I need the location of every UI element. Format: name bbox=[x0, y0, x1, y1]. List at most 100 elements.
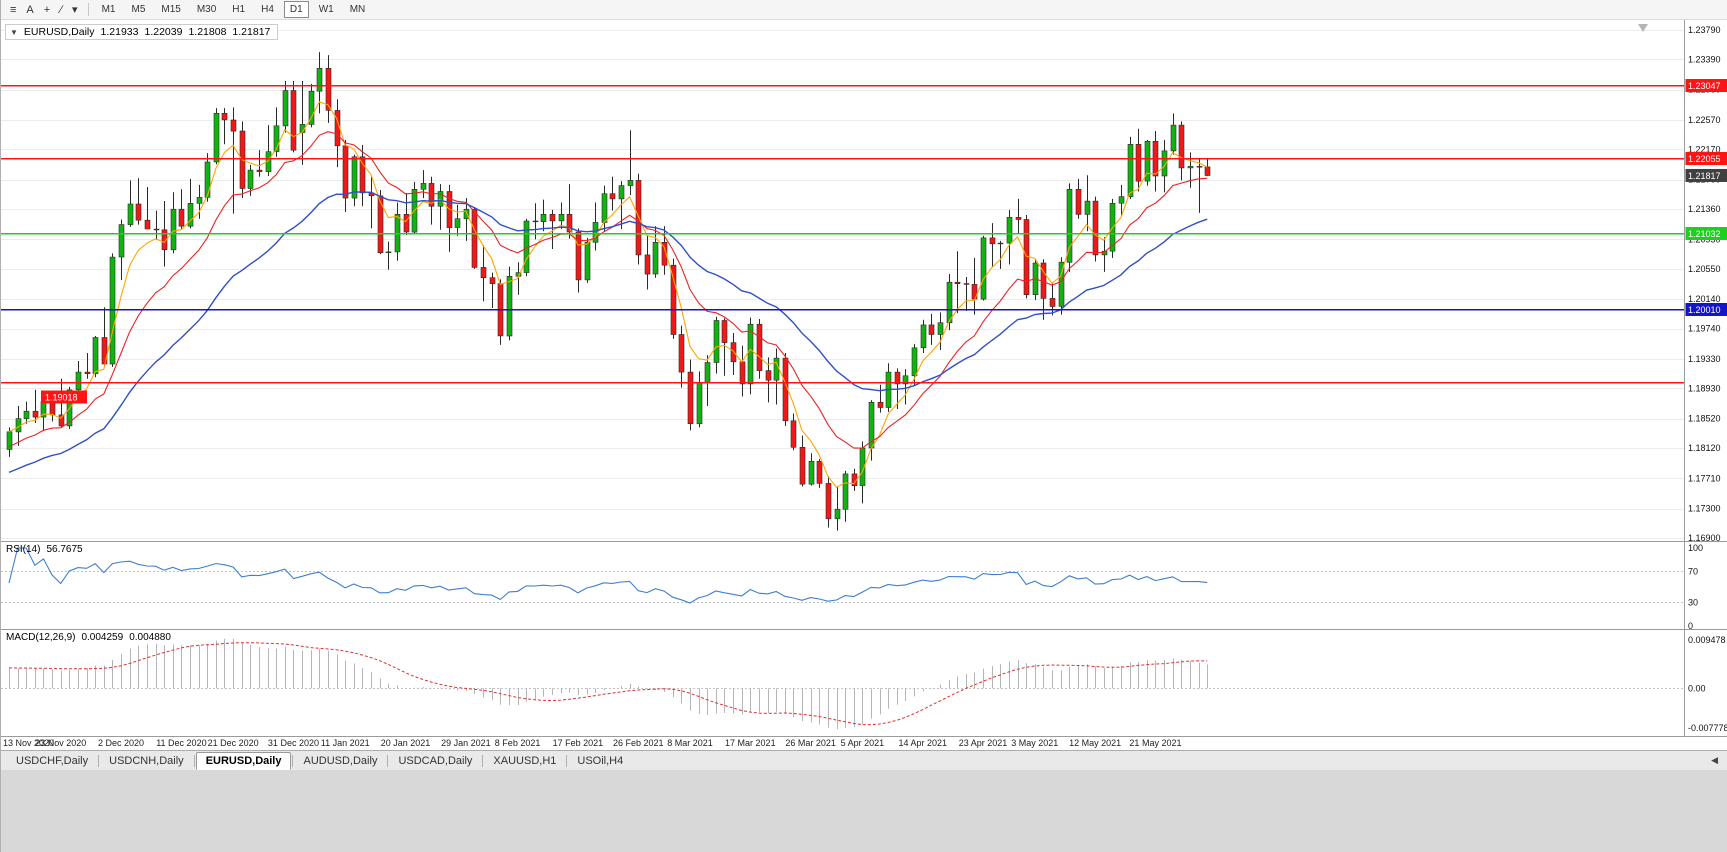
panel-separator[interactable] bbox=[1, 629, 1727, 630]
price-chart[interactable]: 1.237901.233901.229801.225701.221701.217… bbox=[1, 20, 1727, 543]
xauusd[interactable]: XAUUSD,H1 bbox=[493, 754, 557, 767]
panel-separator[interactable] bbox=[1, 541, 1727, 542]
tabs-group: USDCHF,Daily USDCNH,Daily EURUSD,Daily AUDU… bbox=[7, 751, 632, 770]
tab-divider bbox=[482, 754, 484, 767]
timeframe-d1-button[interactable]: D1 bbox=[283, 1, 309, 18]
toolbar-separator bbox=[87, 3, 89, 16]
svg-text:1.20010: 1.20010 bbox=[1688, 305, 1721, 315]
rsi-header: RSI(14) 56.7675 bbox=[6, 544, 83, 555]
price-chart-panel[interactable]: 1.237901.233901.229801.225701.221701.217… bbox=[1, 20, 1727, 543]
candles bbox=[6, 52, 1211, 531]
date-axis-label: 11 Dec 2020 bbox=[156, 738, 207, 748]
ma-13-line bbox=[8, 131, 1208, 449]
svg-text:1.19740: 1.19740 bbox=[1688, 324, 1721, 334]
timeframe-h1-button[interactable]: H1 bbox=[232, 4, 246, 15]
date-axis-label: 12 May 2021 bbox=[1069, 738, 1122, 748]
date-axis-label: 31 Dec 2020 bbox=[267, 738, 319, 748]
usdcnh[interactable]: USDCNH,Daily bbox=[109, 754, 184, 767]
usoil[interactable]: USOil,H4 bbox=[577, 754, 624, 767]
tab-divider bbox=[98, 754, 100, 767]
timeframe-buttons-group: M1 M5 M15 M30 H1 H4 D1 W1 MN bbox=[94, 1, 374, 18]
usdcad[interactable]: USDCAD,Daily bbox=[398, 754, 473, 767]
eurusd[interactable]: EURUSD,Daily bbox=[195, 751, 292, 770]
svg-text:1.20140: 1.20140 bbox=[1688, 294, 1721, 304]
timeframe-m30-button[interactable]: M30 bbox=[196, 4, 217, 15]
svg-text:1.18120: 1.18120 bbox=[1688, 443, 1721, 453]
svg-text:1.21360: 1.21360 bbox=[1688, 204, 1721, 214]
date-axis-label: 11 Jan 2021 bbox=[320, 738, 370, 748]
usdchf[interactable]: USDCHF,Daily bbox=[16, 754, 89, 767]
svg-text:1.21032: 1.21032 bbox=[1688, 229, 1721, 239]
date-axis-label: 2 Dec 2020 bbox=[98, 738, 145, 748]
svg-text:1.23047: 1.23047 bbox=[1688, 81, 1721, 91]
date-axis-label: 23 Nov 2020 bbox=[35, 738, 87, 748]
chart-tabs-bar: USDCHF,Daily USDCNH,Daily EURUSD,Daily AUDU… bbox=[1, 750, 1727, 770]
svg-text:100: 100 bbox=[1688, 543, 1703, 553]
date-axis-label: 14 Apr 2021 bbox=[898, 738, 947, 748]
macd-signal-line bbox=[8, 642, 1208, 726]
timeframe-m1-button[interactable]: M1 bbox=[101, 4, 116, 15]
date-axis-label: 26 Feb 2021 bbox=[612, 738, 664, 748]
date-axis-label: 13 Nov 2020 bbox=[3, 738, 55, 748]
chart-shift-marker-icon[interactable] bbox=[1638, 24, 1648, 32]
date-axis-label: 8 Feb 2021 bbox=[494, 738, 541, 748]
date-axis-label: 21 Dec 2020 bbox=[207, 738, 259, 748]
ohlc-close-value: 1.21817 bbox=[232, 26, 271, 38]
rsi-panel[interactable]: 100 70 30 0 RSI(14) 56.7675 bbox=[1, 542, 1727, 631]
timeframe-m5-button[interactable]: M5 bbox=[131, 4, 146, 15]
macd-signal-value: 0.004880 bbox=[129, 632, 171, 643]
svg-text:1.16900: 1.16900 bbox=[1688, 533, 1721, 543]
date-axis-label: 23 Apr 2021 bbox=[958, 738, 1008, 748]
audusd[interactable]: AUDUSD,Daily bbox=[303, 754, 378, 767]
date-axis-label: 3 May 2021 bbox=[1011, 738, 1059, 748]
crosshair-tool-button[interactable]: + bbox=[43, 3, 51, 16]
svg-text:1.22570: 1.22570 bbox=[1688, 115, 1721, 125]
date-axis-label: 5 Apr 2021 bbox=[840, 738, 885, 748]
collapse-icon[interactable]: ▼ bbox=[10, 27, 18, 37]
chart-ohlc-header: ▼ EURUSD,Daily 1.21933 1.22039 1.21808 1… bbox=[5, 24, 279, 40]
macd-chart[interactable]: 0.009478 0.00 -0.007778 bbox=[1, 630, 1727, 736]
timeframe-w1-button[interactable]: W1 bbox=[318, 4, 334, 15]
timeframe-m15-button[interactable]: M15 bbox=[161, 4, 181, 15]
menu-icon[interactable]: ≡ bbox=[10, 3, 17, 16]
date-axis-label: 21 May 2021 bbox=[1129, 738, 1182, 748]
date-axis-label: 8 Mar 2021 bbox=[667, 738, 713, 748]
symbol-label: EURUSD,Daily bbox=[23, 26, 95, 38]
ma-5-line bbox=[8, 101, 1208, 488]
svg-text:1.17710: 1.17710 bbox=[1688, 473, 1721, 483]
macd-indicator-name: MACD(12,26,9) bbox=[6, 632, 76, 643]
panel-separator[interactable] bbox=[1, 736, 1727, 737]
date-axis-label: 29 Jan 2021 bbox=[441, 738, 491, 748]
ma-30-line bbox=[8, 191, 1208, 474]
tab-divider bbox=[193, 754, 195, 767]
tab-divider bbox=[292, 754, 294, 767]
date-axis-label: 17 Mar 2021 bbox=[725, 738, 776, 748]
svg-text:1.18930: 1.18930 bbox=[1688, 383, 1721, 393]
timeframe-h4-button[interactable]: H4 bbox=[261, 4, 274, 15]
macd-header: MACD(12,26,9) 0.004259 0.004880 bbox=[6, 632, 171, 643]
cursor-tool-button[interactable]: A bbox=[26, 3, 34, 16]
horizontal-level-lines[interactable]: 1.23047 1.22055 1.21032 1.20010 1.19018 bbox=[1, 79, 1727, 404]
timeframe-mn-button[interactable]: MN bbox=[349, 4, 366, 15]
date-axis-label: 20 Jan 2021 bbox=[380, 738, 431, 748]
macd-panel[interactable]: 0.009478 0.00 -0.007778 MACD(12,26,9) 0.00… bbox=[1, 630, 1727, 736]
main-toolbar: ≡ A + ∕ ▾ M1 M5 M15 M30 H1 H4 D1 W1 MN bbox=[1, 0, 1727, 20]
ohlc-low-value: 1.21808 bbox=[188, 26, 227, 38]
svg-text:1.23790: 1.23790 bbox=[1688, 25, 1721, 35]
draw-tool-button[interactable]: ∕ bbox=[60, 3, 63, 16]
date-axis-label: 17 Feb 2021 bbox=[552, 738, 604, 748]
tool-buttons-group: ≡ A + ∕ ▾ bbox=[5, 1, 83, 19]
tab-divider bbox=[566, 754, 568, 767]
svg-text:1.23390: 1.23390 bbox=[1688, 54, 1721, 64]
rsi-chart[interactable]: 100 70 30 0 bbox=[1, 542, 1727, 631]
svg-text:1.18520: 1.18520 bbox=[1688, 414, 1721, 424]
price-axis[interactable]: 1.237901.233901.229801.225701.221701.217… bbox=[1688, 25, 1721, 543]
svg-text:1.19330: 1.19330 bbox=[1688, 354, 1721, 364]
tab-scroll-left-icon[interactable]: ◀ bbox=[1711, 755, 1718, 765]
svg-text:70: 70 bbox=[1688, 566, 1698, 576]
date-axis[interactable]: 13 Nov 2020 23 Nov 2020 2 Dec 2020 11 Dec 2… bbox=[1, 737, 1727, 750]
rsi-line bbox=[8, 547, 1208, 604]
svg-text:1.21817: 1.21817 bbox=[1688, 171, 1721, 181]
dropdown-caret-icon[interactable]: ▾ bbox=[72, 3, 78, 16]
